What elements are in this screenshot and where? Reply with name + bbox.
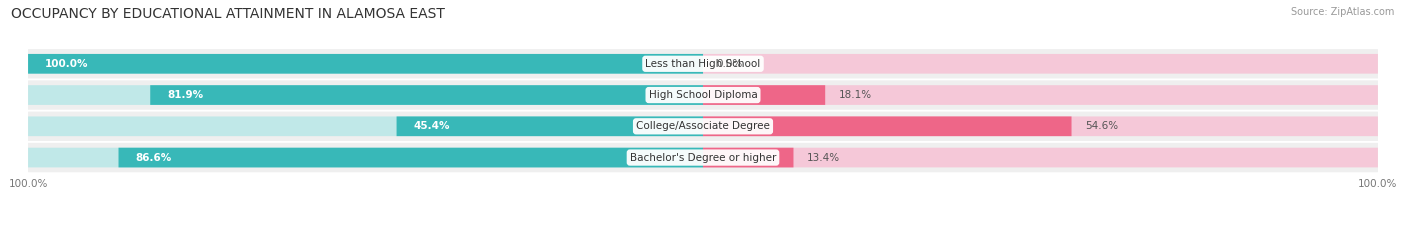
FancyBboxPatch shape xyxy=(28,54,703,74)
FancyBboxPatch shape xyxy=(28,85,703,105)
Text: 13.4%: 13.4% xyxy=(807,153,839,163)
FancyBboxPatch shape xyxy=(28,54,703,74)
Text: Bachelor's Degree or higher: Bachelor's Degree or higher xyxy=(630,153,776,163)
FancyBboxPatch shape xyxy=(28,80,1378,110)
FancyBboxPatch shape xyxy=(703,54,1378,74)
Text: 100.0%: 100.0% xyxy=(45,59,89,69)
Text: 0.0%: 0.0% xyxy=(717,59,742,69)
Text: Source: ZipAtlas.com: Source: ZipAtlas.com xyxy=(1291,7,1395,17)
FancyBboxPatch shape xyxy=(703,148,1378,167)
FancyBboxPatch shape xyxy=(150,85,703,105)
Text: High School Diploma: High School Diploma xyxy=(648,90,758,100)
FancyBboxPatch shape xyxy=(396,116,703,136)
FancyBboxPatch shape xyxy=(703,116,1071,136)
Text: 54.6%: 54.6% xyxy=(1085,121,1118,131)
Text: Less than High School: Less than High School xyxy=(645,59,761,69)
Text: 81.9%: 81.9% xyxy=(167,90,204,100)
FancyBboxPatch shape xyxy=(28,143,1378,172)
FancyBboxPatch shape xyxy=(703,85,1378,105)
Text: 45.4%: 45.4% xyxy=(413,121,450,131)
FancyBboxPatch shape xyxy=(118,148,703,167)
FancyBboxPatch shape xyxy=(703,148,793,167)
Text: 86.6%: 86.6% xyxy=(135,153,172,163)
Text: College/Associate Degree: College/Associate Degree xyxy=(636,121,770,131)
FancyBboxPatch shape xyxy=(28,148,703,167)
FancyBboxPatch shape xyxy=(28,49,1378,79)
Text: OCCUPANCY BY EDUCATIONAL ATTAINMENT IN ALAMOSA EAST: OCCUPANCY BY EDUCATIONAL ATTAINMENT IN A… xyxy=(11,7,446,21)
FancyBboxPatch shape xyxy=(703,116,1378,136)
FancyBboxPatch shape xyxy=(28,116,703,136)
FancyBboxPatch shape xyxy=(28,112,1378,141)
FancyBboxPatch shape xyxy=(703,85,825,105)
Text: 18.1%: 18.1% xyxy=(838,90,872,100)
